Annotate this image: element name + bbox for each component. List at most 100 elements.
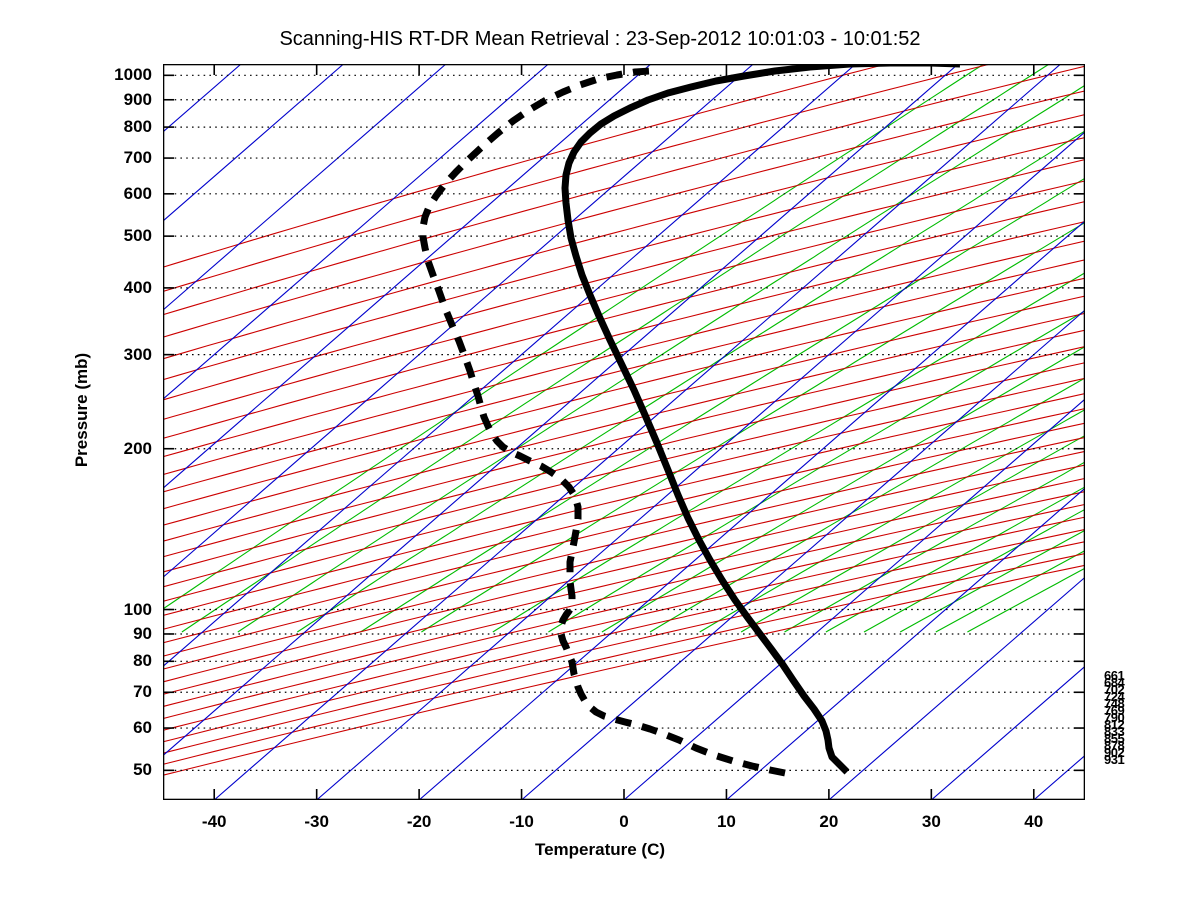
isotherm-line bbox=[521, 309, 1085, 800]
isotherm-line bbox=[163, 64, 447, 311]
y-axis-tick-label: 800 bbox=[123, 117, 152, 137]
y-axis-tick-label: 50 bbox=[133, 760, 152, 780]
x-axis-tick-label: 20 bbox=[819, 812, 839, 831]
y-axis-tick-label: 600 bbox=[123, 183, 152, 203]
isotherm-line bbox=[1033, 754, 1085, 800]
isotherm-line bbox=[418, 220, 1085, 800]
isotherm-line bbox=[726, 487, 1085, 800]
right-pressure-label: 661 bbox=[1104, 668, 1125, 683]
right-pressure-label: 769 bbox=[1104, 703, 1125, 718]
dry-adiabat-line bbox=[163, 221, 1085, 458]
x-axis-tick-label: 0 bbox=[619, 812, 629, 831]
isotherm-line bbox=[163, 64, 549, 400]
y-axis-tick-label: 300 bbox=[123, 344, 152, 364]
dry-adiabat-line bbox=[163, 64, 887, 268]
mixing-ratio-line bbox=[360, 177, 1085, 633]
dry-adiabat-line bbox=[163, 491, 1085, 708]
plot-frame bbox=[163, 64, 1085, 800]
profile-curves bbox=[419, 64, 960, 777]
dry-adiabat-line bbox=[163, 564, 1085, 776]
right-pressure-label: 702 bbox=[1104, 682, 1125, 697]
mixing-ratio-line bbox=[699, 409, 1085, 633]
mixing-ratio-line bbox=[899, 529, 1085, 633]
mixing-ratio-line bbox=[181, 64, 1050, 633]
dry-adiabat-line bbox=[163, 329, 1085, 558]
profile-temperature-curve bbox=[561, 64, 960, 775]
y-axis-tick-label: 90 bbox=[133, 623, 152, 643]
y-axis-tick-label: 60 bbox=[133, 718, 152, 738]
dry-adiabat-line bbox=[163, 436, 1085, 657]
dry-adiabat-line bbox=[163, 377, 1085, 602]
right-pressure-label: 833 bbox=[1104, 724, 1125, 739]
dry-adiabat-line bbox=[163, 240, 1085, 476]
dry-adiabat-line bbox=[163, 464, 1085, 683]
dry-adiabat-line bbox=[163, 64, 991, 293]
isotherm-line bbox=[213, 64, 1061, 800]
dry-adiabat-line bbox=[163, 552, 1085, 765]
right-pressure-label: 748 bbox=[1104, 696, 1125, 711]
dry-adiabat-line bbox=[163, 90, 1085, 338]
x-axis-tick-label: -20 bbox=[406, 812, 432, 831]
right-pressure-label: 931 bbox=[1104, 752, 1125, 767]
x-axis-tick-label: -40 bbox=[201, 812, 227, 831]
dry-adiabat-line bbox=[163, 259, 1085, 493]
mixing-ratio-line bbox=[163, 64, 985, 610]
dry-adiabat-line bbox=[163, 516, 1085, 731]
isotherm-line bbox=[163, 64, 344, 222]
dry-adiabat-line bbox=[163, 408, 1085, 630]
x-axis-tick-label: 10 bbox=[716, 812, 736, 831]
x-axis-tick-label: -10 bbox=[509, 812, 534, 831]
mixing-ratio-line bbox=[492, 272, 1085, 633]
isobar-gridlines bbox=[163, 74, 1085, 771]
dry-adiabat-line bbox=[163, 393, 1085, 617]
mixing-ratio-line bbox=[548, 310, 1085, 633]
isotherm-line bbox=[163, 64, 754, 579]
dry-adiabat-line bbox=[163, 503, 1085, 720]
right-pressure-label: 790 bbox=[1104, 710, 1125, 725]
right-pressure-label: 684 bbox=[1104, 675, 1125, 690]
mixing-ratio-line bbox=[740, 434, 1085, 633]
plot-svg bbox=[163, 64, 1085, 800]
isotherm-line bbox=[163, 64, 959, 757]
mixing-ratio-line bbox=[601, 345, 1085, 633]
x-axis-title: Temperature (C) bbox=[534, 840, 666, 859]
y-axis-tick-label: 700 bbox=[123, 148, 152, 168]
plot-area bbox=[163, 64, 1085, 800]
dry-adiabat-line bbox=[163, 450, 1085, 670]
right-pressure-label: 812 bbox=[1104, 717, 1125, 732]
y-axis-tick-label: 70 bbox=[133, 682, 152, 702]
dry-adiabat-line bbox=[163, 277, 1085, 510]
mixing-ratio-line bbox=[649, 377, 1085, 633]
x-axis-tick-label: 30 bbox=[921, 812, 941, 831]
isotherm-line bbox=[623, 398, 1085, 800]
mixing-ratio-line bbox=[967, 567, 1085, 633]
dry-adiabat-line bbox=[163, 180, 1085, 420]
y-axis-tick-label: 500 bbox=[123, 226, 152, 246]
isotherm-line bbox=[163, 64, 857, 668]
mixing-ratio-line bbox=[863, 508, 1085, 633]
isotherm-line bbox=[930, 665, 1085, 800]
axis-ticks bbox=[163, 64, 1085, 800]
dry-adiabat-line bbox=[163, 422, 1085, 644]
dry-adiabat-line bbox=[163, 136, 1085, 381]
dry-adiabat-line bbox=[163, 346, 1085, 573]
mixing-ratio-line bbox=[784, 461, 1085, 633]
right-pressure-label: 855 bbox=[1104, 731, 1125, 746]
mixing-ratio-line bbox=[825, 486, 1085, 633]
isotherm-line bbox=[828, 576, 1085, 800]
y-axis-tick-label: 900 bbox=[123, 89, 152, 109]
y-axis-title: Pressure (mb) bbox=[72, 352, 91, 468]
profile-dewpoint-curve bbox=[419, 67, 786, 777]
x-axis-tick-label: -30 bbox=[304, 812, 329, 831]
y-axis-tick-label: 80 bbox=[133, 651, 152, 671]
y-axis-tick-label: 100 bbox=[123, 599, 152, 619]
y-axis-tick-label: 400 bbox=[123, 277, 152, 297]
isotherm-lines bbox=[163, 64, 1085, 800]
right-pressure-label: 878 bbox=[1104, 738, 1125, 753]
dry-adiabat-lines bbox=[163, 64, 1085, 776]
x-axis-tick-label: 40 bbox=[1024, 812, 1044, 831]
chart-title: Scanning-HIS RT-DR Mean Retrieval : 23-S… bbox=[279, 28, 921, 50]
right-pressure-label: 902 bbox=[1104, 745, 1125, 760]
isotherm-line bbox=[316, 131, 1085, 800]
